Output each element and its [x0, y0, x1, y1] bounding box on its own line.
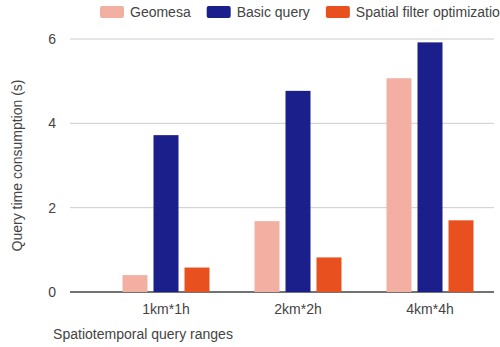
legend: Geomesa Basic query Spatial filter optimiz…	[100, 4, 500, 20]
bar	[418, 42, 443, 292]
legend-swatch	[100, 6, 124, 18]
chart: 0 2 4 6 1km*1h 2km*2h 4km*4h Spatiotemporal que…	[0, 0, 500, 347]
bar	[185, 268, 210, 292]
bar	[317, 257, 342, 292]
x-tick-label: 4km*4h	[406, 301, 453, 317]
bar	[154, 135, 179, 292]
grid-line	[70, 39, 494, 40]
bar	[449, 220, 474, 292]
x-tick-label: 1km*1h	[142, 301, 189, 317]
y-tick-label: 4	[48, 115, 56, 131]
y-tick-label: 6	[48, 31, 56, 47]
y-tick-label: 2	[48, 200, 56, 216]
legend-label: Basic query	[237, 4, 310, 20]
x-axis-title: Spatiotemporal query ranges	[53, 326, 233, 342]
legend-swatch	[326, 6, 350, 18]
y-tick-label: 0	[48, 284, 56, 300]
bar	[255, 221, 280, 292]
legend-label: Spatial filter optimization query	[356, 4, 500, 20]
bar	[286, 91, 311, 292]
bar	[123, 275, 148, 292]
x-tick-label: 2km*2h	[274, 301, 321, 317]
legend-swatch	[207, 6, 231, 18]
bar	[387, 78, 412, 292]
bars	[123, 42, 474, 292]
legend-label: Geomesa	[130, 4, 191, 20]
y-axis-title: Query time consumption (s)	[9, 80, 25, 252]
